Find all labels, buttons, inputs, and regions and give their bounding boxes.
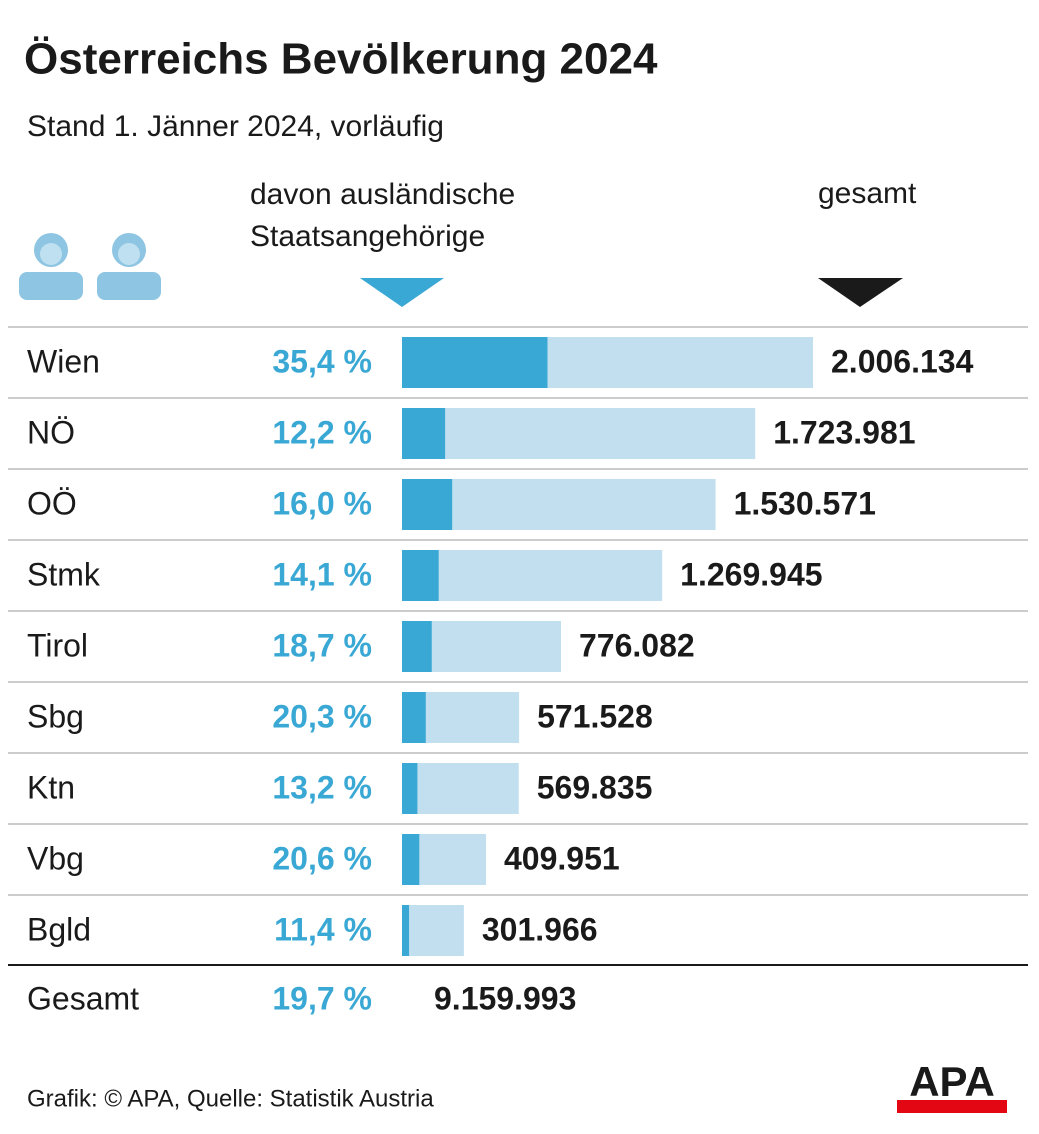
logo-bar — [897, 1100, 1007, 1113]
share-label: 20,3 % — [272, 698, 372, 734]
source: Grafik: © APA, Quelle: Statistik Austria — [27, 1085, 434, 1112]
share-label: 20,6 % — [272, 840, 372, 876]
bar-foreign — [402, 337, 548, 388]
share-label: 16,0 % — [272, 485, 372, 521]
bar-foreign — [402, 763, 418, 814]
legend-foreign: davon ausländische Staatsangehörige — [250, 178, 516, 253]
category-label: Vbg — [27, 840, 84, 876]
total-label: 1.723.981 — [773, 414, 915, 450]
share-label: 14,1 % — [272, 556, 372, 592]
people-icon-face — [40, 243, 140, 265]
total-label: 301.966 — [482, 911, 598, 947]
share-label: 11,4 % — [274, 911, 372, 947]
category-label: Ktn — [27, 769, 75, 805]
bar-foreign — [402, 834, 420, 885]
category-label: Bgld — [27, 911, 91, 947]
logo: APA — [909, 1058, 995, 1105]
category-label: OÖ — [27, 485, 77, 521]
category-label: Wien — [27, 343, 100, 379]
chart-subtitle: Stand 1. Jänner 2024, vorläufig — [27, 110, 444, 143]
bar-foreign — [402, 479, 453, 530]
share-label: 18,7 % — [272, 627, 372, 663]
category-label: NÖ — [27, 414, 75, 450]
category-label: Sbg — [27, 698, 84, 734]
bar-foreign — [402, 550, 439, 601]
bar-total — [402, 905, 464, 956]
share-label: 13,2 % — [272, 769, 372, 805]
bar-total — [402, 550, 663, 601]
category-label: Tirol — [27, 627, 88, 663]
total-label: 1.530.571 — [734, 485, 876, 521]
total-category: Gesamt — [27, 980, 139, 1016]
people-icon — [19, 233, 161, 300]
bar-foreign — [402, 692, 426, 743]
total-label: 409.951 — [504, 840, 620, 876]
chart-title: Österreichs Bevölkerung 2024 — [24, 35, 658, 84]
share-label: 35,4 % — [272, 343, 372, 379]
share-label: 12,2 % — [272, 414, 372, 450]
header-arrow — [818, 278, 903, 307]
bar-foreign — [402, 905, 410, 956]
bar-total — [402, 408, 756, 459]
total-label: 571.528 — [537, 698, 653, 734]
total-label: 1.269.945 — [680, 556, 822, 592]
total-label: 2.006.134 — [831, 343, 974, 379]
total-value: 9.159.993 — [434, 980, 576, 1016]
bar-total — [402, 763, 519, 814]
bar-foreign — [402, 621, 432, 672]
bar-total — [402, 479, 716, 530]
legend-total: gesamt — [818, 177, 917, 210]
total-label: 569.835 — [537, 769, 653, 805]
bar-foreign — [402, 408, 446, 459]
category-label: Stmk — [27, 556, 101, 592]
header-arrow — [360, 278, 444, 307]
total-label: 776.082 — [579, 627, 695, 663]
total-share: 19,7 % — [272, 980, 372, 1016]
